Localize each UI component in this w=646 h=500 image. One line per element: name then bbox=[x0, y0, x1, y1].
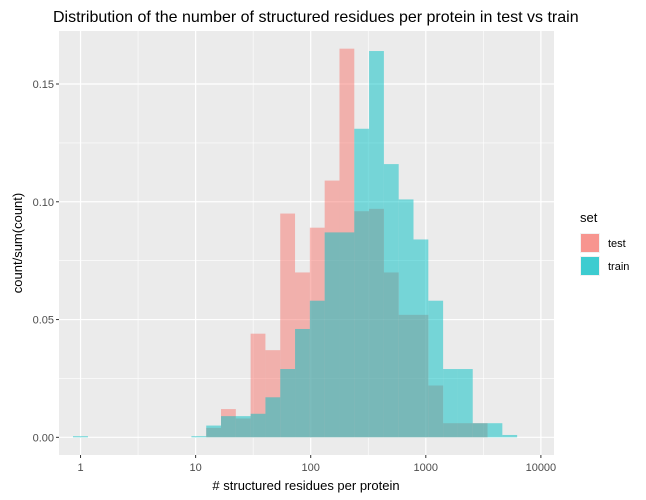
bar-train bbox=[354, 128, 370, 438]
x-tick-label: 10000 bbox=[526, 462, 557, 474]
bar-train bbox=[324, 232, 340, 438]
legend: set test train bbox=[580, 210, 629, 276]
chart-title: Distribution of the number of structured… bbox=[53, 9, 579, 26]
bar-train bbox=[72, 436, 88, 438]
x-tick-label: 1000 bbox=[414, 462, 438, 474]
x-tick-label: 1 bbox=[77, 462, 83, 474]
x-tick-label: 10 bbox=[189, 462, 201, 474]
y-axis-title: count/sum(count) bbox=[10, 193, 25, 293]
x-axis: 1 10 100 1000 10000 bbox=[77, 455, 556, 474]
series-train-bars bbox=[72, 51, 518, 438]
bar-train bbox=[309, 300, 325, 438]
bar-train bbox=[280, 369, 296, 438]
x-tick-label: 100 bbox=[302, 462, 320, 474]
legend-items: test train bbox=[580, 233, 629, 276]
bar-train bbox=[235, 416, 251, 438]
bar-test bbox=[250, 333, 266, 438]
bar-train bbox=[265, 397, 281, 438]
bar-train bbox=[413, 239, 429, 438]
bar-train bbox=[295, 328, 310, 438]
bar-train bbox=[443, 369, 458, 438]
y-tick-label: 0.00 bbox=[33, 432, 54, 444]
bar-train bbox=[383, 164, 399, 438]
legend-key-test bbox=[581, 234, 599, 252]
legend-label-train: train bbox=[608, 261, 629, 273]
bar-train bbox=[502, 434, 518, 438]
bar-train bbox=[191, 436, 207, 438]
legend-label-test: test bbox=[608, 238, 626, 250]
legend-title: set bbox=[580, 210, 598, 225]
y-axis: 0.00 0.05 0.10 0.15 bbox=[33, 79, 59, 444]
bar-train bbox=[457, 369, 473, 438]
bar-train bbox=[369, 51, 384, 438]
y-tick-label: 0.05 bbox=[33, 315, 54, 327]
bar-train bbox=[339, 232, 355, 438]
x-axis-title: # structured residues per protein bbox=[212, 478, 399, 493]
y-tick-label: 0.15 bbox=[33, 79, 54, 91]
bar-train bbox=[428, 300, 444, 438]
y-tick-label: 0.10 bbox=[33, 197, 54, 209]
bar-train bbox=[206, 425, 222, 438]
bar-train bbox=[250, 413, 266, 438]
bar-train bbox=[472, 423, 488, 438]
bar-train bbox=[221, 416, 236, 438]
bar-train bbox=[487, 423, 503, 438]
bar-train bbox=[398, 199, 414, 438]
legend-key-train bbox=[581, 257, 599, 275]
